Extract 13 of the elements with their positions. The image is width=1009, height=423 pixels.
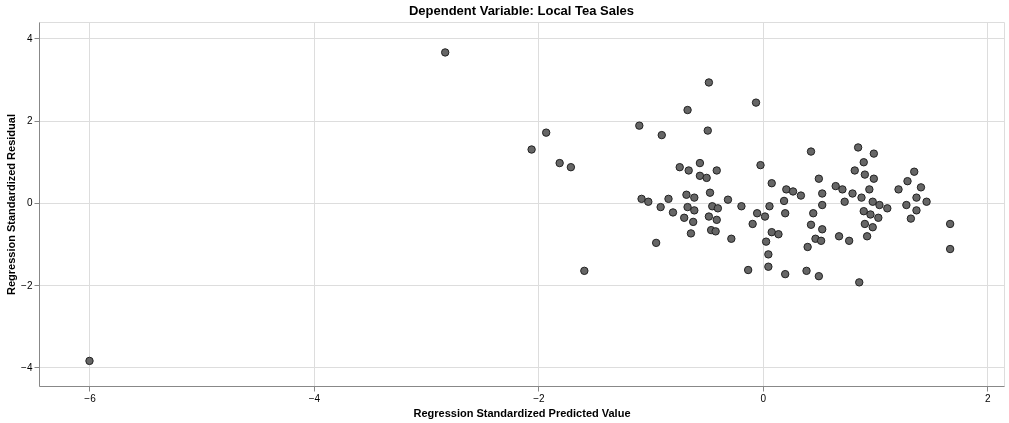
y-tick-label: −2	[21, 279, 33, 291]
y-tick-label: 2	[26, 115, 33, 127]
x-tick-label: −2	[533, 392, 545, 404]
y-tick-label: 4	[26, 32, 33, 44]
y-tick-label: −4	[21, 361, 33, 373]
x-tick-label: 2	[984, 392, 991, 404]
x-tick-label: −4	[308, 392, 321, 404]
chart-title: Dependent Variable: Local Tea Sales	[408, 3, 635, 18]
y-tick-label: 0	[26, 197, 33, 209]
x-tick-label: −6	[84, 392, 97, 404]
x-axis-title: Regression Standardized Predicted Value	[413, 406, 631, 419]
y-axis-title: Regression Standardized Residual	[5, 114, 18, 295]
x-tick-label: 0	[760, 392, 767, 404]
